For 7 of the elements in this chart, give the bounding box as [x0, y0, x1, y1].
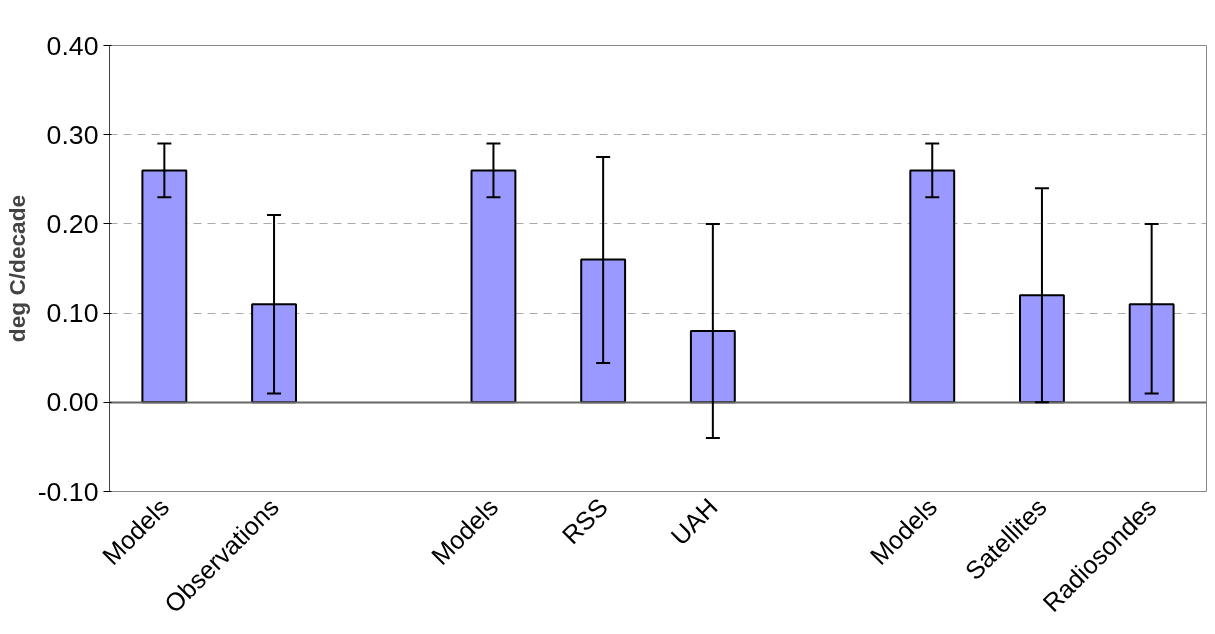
y-tick-label: 0.30: [46, 119, 99, 150]
y-tick-label: 0.20: [46, 208, 99, 239]
y-tick-label: -0.10: [37, 476, 99, 507]
y-tick-label: 0.00: [46, 387, 99, 418]
y-tick-label: 0.10: [46, 298, 99, 329]
y-axis-title: deg C/decade: [3, 194, 30, 343]
y-tick-label: 0.40: [46, 30, 99, 61]
